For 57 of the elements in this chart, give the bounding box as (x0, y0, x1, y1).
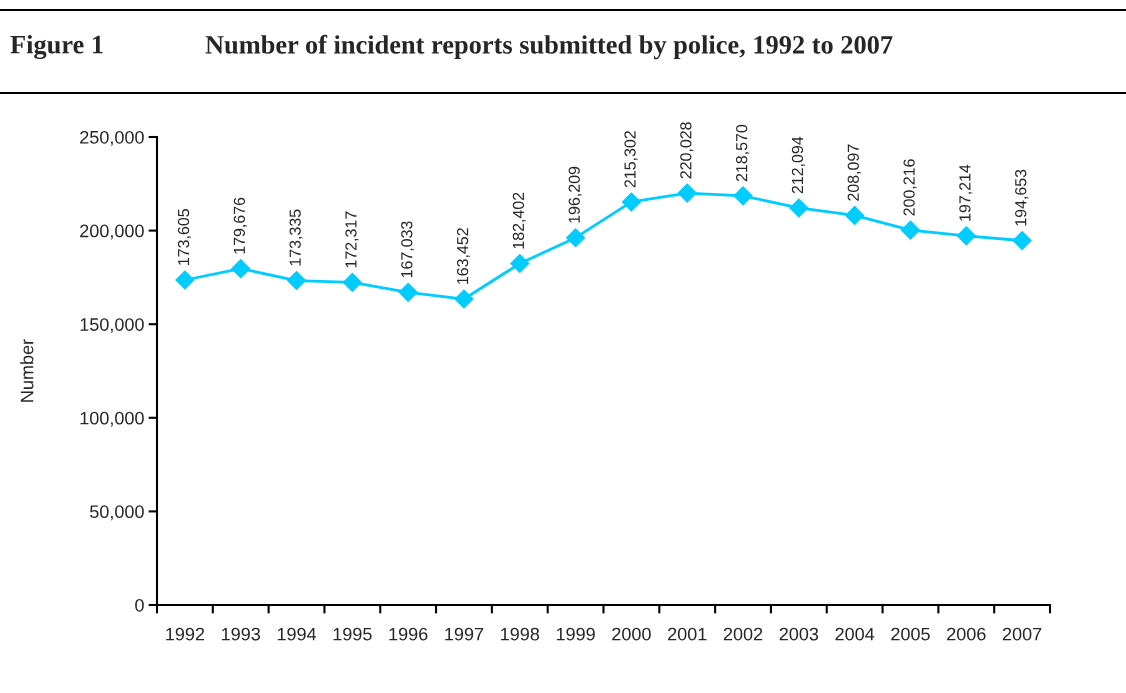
y-tick-label: 200,000 (80, 224, 144, 240)
point (230, 258, 251, 279)
point (509, 253, 530, 274)
x-tick-label: 2002 (723, 627, 763, 641)
data-label: 197,214 (959, 164, 973, 221)
data-label: 208,097 (847, 144, 861, 201)
x-tick-label: 2005 (891, 627, 930, 641)
y-tick-label: 100,000 (80, 411, 144, 427)
point (733, 186, 753, 206)
point (1012, 230, 1032, 251)
point (398, 282, 418, 303)
data-label: 167,033 (401, 221, 415, 278)
point (677, 183, 698, 203)
data-label: 179,676 (233, 197, 247, 254)
data-label: 163,452 (456, 228, 471, 284)
x-tick-label: 1994 (277, 627, 317, 641)
x-tick-label: 1992 (166, 627, 205, 641)
data-label: 173,335 (289, 209, 303, 266)
point (956, 225, 977, 246)
y-tick-label: 150,000 (80, 318, 144, 334)
x-tick-label: 2000 (612, 627, 651, 641)
point (621, 192, 642, 212)
x-tick-label: 2006 (947, 627, 986, 641)
point (286, 270, 307, 291)
point (844, 205, 865, 226)
data-label: 196,209 (568, 166, 582, 223)
x-tick-label: 2003 (779, 627, 819, 641)
y-tick-label: 250,000 (80, 130, 144, 146)
x-tick-label: 1995 (333, 627, 372, 641)
x-tick-label: 1998 (501, 627, 540, 641)
data-label: 218,570 (736, 124, 750, 182)
x-tick-label: 1999 (556, 627, 595, 641)
point (789, 198, 809, 218)
chart-title: Number of incident reports submitted by police, 1992 to 2007 (205, 34, 893, 60)
x-tick-label: 1997 (445, 627, 484, 641)
y-tick-label: 50,000 (90, 505, 144, 521)
x-tick-label: 2001 (668, 627, 707, 641)
x-tick-label: 1996 (389, 627, 428, 641)
x-tick-label: 2007 (1002, 627, 1042, 641)
y-axis-title: Number (20, 339, 34, 402)
data-label: 200,216 (903, 159, 917, 216)
point (900, 220, 921, 241)
data-label: 215,302 (624, 131, 638, 188)
data-label: 173,605 (177, 209, 192, 265)
point (175, 270, 195, 290)
data-label: 220,028 (680, 122, 694, 179)
data-label: 212,094 (791, 136, 806, 194)
point (342, 272, 363, 293)
point (565, 227, 586, 248)
y-tick-label: 0 (135, 598, 144, 612)
caption: Figure 1 (10, 34, 103, 60)
data-label: 182,402 (512, 192, 526, 249)
x-tick-label: 2004 (835, 627, 875, 641)
data-label: 194,653 (1015, 169, 1029, 226)
x-tick-label: 1993 (222, 627, 261, 641)
data-label: 172,317 (345, 211, 359, 268)
point (454, 289, 474, 309)
